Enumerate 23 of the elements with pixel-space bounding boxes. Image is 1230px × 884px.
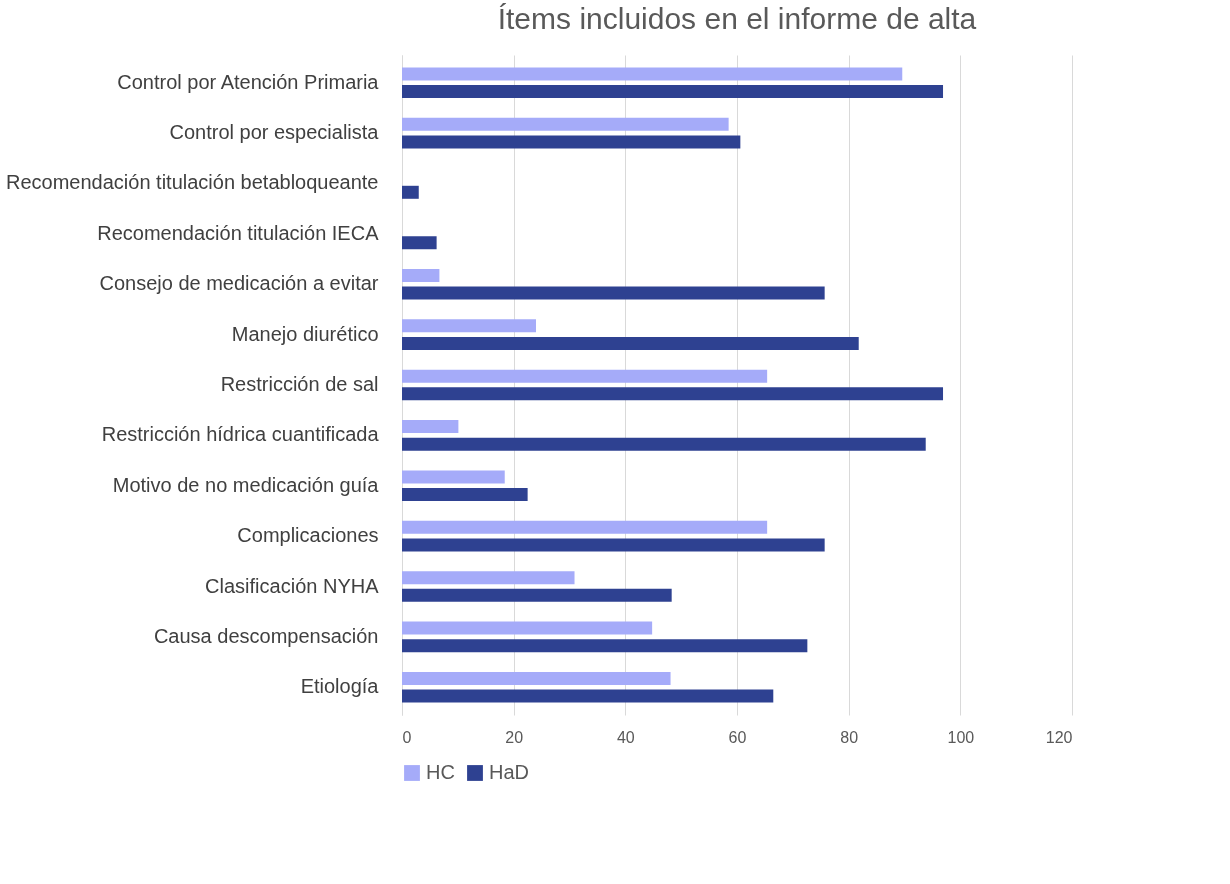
y-tick-label: Causa descompensación xyxy=(153,624,379,647)
y-tick-label: Restricción de sal xyxy=(220,373,379,395)
y-tick-label: Consejo de medicación a evitar xyxy=(99,272,379,295)
y-tick-label: Complicaciones xyxy=(237,524,379,547)
y-tick-label: Etiología xyxy=(300,675,380,698)
y-tick-label: Manejo diurético xyxy=(231,322,379,345)
x-tick-label: 40 xyxy=(616,728,635,746)
legend-label: HC xyxy=(426,761,455,783)
x-tick-label: 60 xyxy=(728,728,747,746)
y-tick-label: Control por especialista xyxy=(169,121,380,144)
y-tick-label: Clasificación NYHA xyxy=(205,574,380,597)
y-tick-label: Motivo de no medicación guía xyxy=(112,473,380,496)
x-tick-label: 120 xyxy=(1045,728,1073,746)
y-tick-label: Restricción hídrica cuantificada xyxy=(101,423,380,446)
legend-label: HaD xyxy=(489,761,530,783)
x-tick-label: 20 xyxy=(505,728,524,746)
x-tick-label: 100 xyxy=(947,728,975,746)
x-tick-label: 0 xyxy=(402,728,412,746)
y-tick-label: Recomendación titulación betabloqueante xyxy=(6,171,379,194)
x-tick-label: 80 xyxy=(840,728,859,746)
y-tick-label: Recomendación titulación IECA xyxy=(97,221,380,244)
y-tick-label: Control por Atención Primaria xyxy=(117,70,380,93)
chart-title: Ítems incluidos en el informe de alta xyxy=(497,2,977,35)
